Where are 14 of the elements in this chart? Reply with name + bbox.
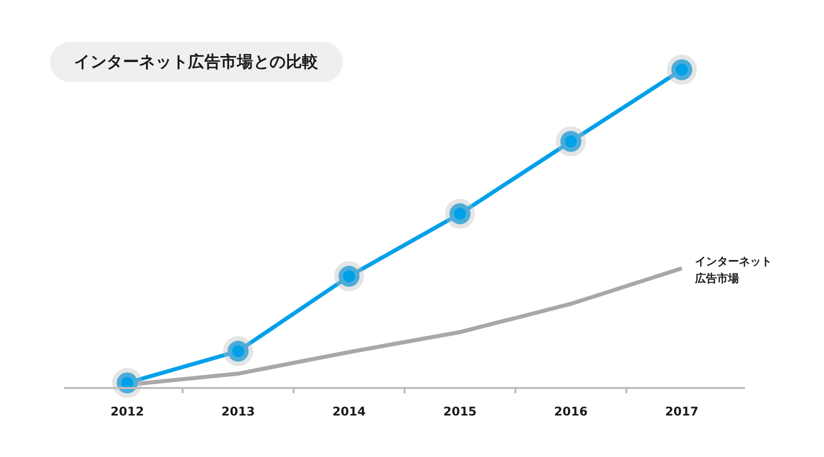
x-tick-label: 2017: [665, 404, 698, 418]
point: [334, 261, 364, 292]
x-tick-label: 2016: [554, 404, 588, 418]
point: [556, 126, 586, 156]
point: [444, 198, 475, 229]
series-label: インターネット広告市場: [694, 254, 773, 288]
chart-title: インターネット広告市場との比較: [50, 42, 342, 82]
x-tick-label: 2015: [443, 404, 477, 418]
point: [666, 54, 697, 85]
x-tick-label: 2014: [332, 404, 366, 418]
x-tick-label: 2013: [221, 404, 255, 418]
point: [112, 368, 142, 398]
point: [223, 336, 254, 366]
x-tick-label: 2012: [110, 404, 144, 418]
